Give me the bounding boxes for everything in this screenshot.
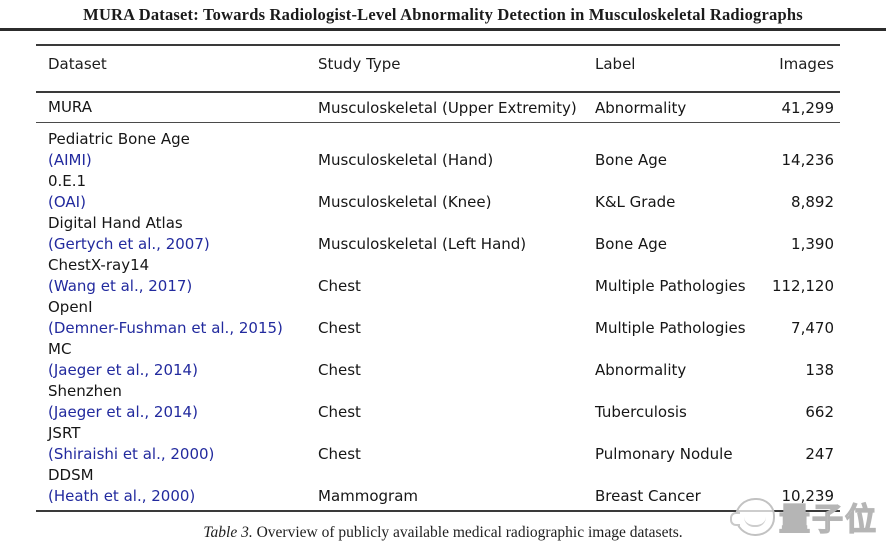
images-count-cell: 7,470 (791, 319, 834, 337)
dataset-cell: OpenI (Demner-Fushman et al., 2015) (48, 297, 318, 339)
study-type-cell: Musculoskeletal (Left Hand) (318, 235, 527, 253)
dataset-citation-link[interactable]: (Jaeger et al., 2014) (48, 403, 198, 421)
column-header-study-type: Study Type (318, 55, 401, 73)
dataset-cell: Digital Hand Atlas (Gertych et al., 2007… (48, 213, 318, 255)
dataset-name: MURA (48, 98, 92, 116)
label-cell: Multiple Pathologies (595, 319, 746, 337)
label-cell: Abnormality (595, 361, 687, 379)
dataset-cell: MC (Jaeger et al., 2014) (48, 339, 318, 381)
label-cell: Tuberculosis (595, 403, 687, 421)
study-type-cell: Musculoskeletal (Upper Extremity) (318, 98, 577, 117)
dataset-cell: ChestX-ray14 (Wang et al., 2017) (48, 255, 318, 297)
images-count-cell: 14,236 (781, 151, 835, 169)
table-row-ddsm: DDSM (Heath et al., 2000) Mammogram Brea… (36, 465, 840, 507)
dataset-name: ChestX-ray14 (48, 256, 150, 274)
images-count-cell: 662 (805, 403, 834, 421)
dataset-name: MC (48, 340, 72, 358)
label-cell: Pulmonary Nodule (595, 445, 733, 463)
dataset-name: 0.E.1 (48, 172, 87, 190)
study-type-cell: Musculoskeletal (Knee) (318, 193, 492, 211)
images-count-cell: 247 (805, 445, 834, 463)
dataset-name: Pediatric Bone Age (48, 130, 190, 148)
study-type-cell: Mammogram (318, 487, 419, 505)
table-row-oe1: 0.E.1 (OAI) Musculoskeletal (Knee) K&L G… (36, 171, 840, 213)
table-row-digital-hand-atlas: Digital Hand Atlas (Gertych et al., 2007… (36, 213, 840, 255)
table-row-shenzhen: Shenzhen (Jaeger et al., 2014) Chest Tub… (36, 381, 840, 423)
table-row-openi: OpenI (Demner-Fushman et al., 2015) Ches… (36, 297, 840, 339)
table-body: Pediatric Bone Age (AIMI) Musculoskeleta… (36, 123, 840, 512)
label-cell: Bone Age (595, 235, 667, 253)
dataset-name: DDSM (48, 466, 94, 484)
running-head-rule (0, 28, 886, 31)
column-header-label: Label (595, 55, 636, 73)
dataset-cell: MURA (48, 97, 318, 118)
label-cell: Multiple Pathologies (595, 277, 746, 295)
table-caption-label: Table 3. (203, 524, 253, 541)
table-row-pediatric-bone-age: Pediatric Bone Age (AIMI) Musculoskeleta… (36, 129, 840, 171)
table-row-mura: MURA Musculoskeletal (Upper Extremity) A… (36, 93, 840, 123)
table-row-chestx-ray14: ChestX-ray14 (Wang et al., 2017) Chest M… (36, 255, 840, 297)
qbitai-mascot-icon (730, 497, 775, 536)
images-count-cell: 138 (805, 361, 834, 379)
label-cell: K&L Grade (595, 193, 676, 211)
dataset-citation-link[interactable]: (Jaeger et al., 2014) (48, 361, 198, 379)
dataset-cell: JSRT (Shiraishi et al., 2000) (48, 423, 318, 465)
table-caption-text: Overview of publicly available medical r… (256, 524, 683, 541)
qbitai-watermark-text: 量子位 (778, 501, 878, 538)
dataset-cell: 0.E.1 (OAI) (48, 171, 318, 213)
images-count-cell: 112,120 (771, 277, 834, 295)
dataset-cell: DDSM (Heath et al., 2000) (48, 465, 318, 507)
study-type-cell: Chest (318, 445, 361, 463)
table-row-mc: MC (Jaeger et al., 2014) Chest Abnormali… (36, 339, 840, 381)
dataset-citation-link[interactable]: (OAI) (48, 193, 86, 211)
table-header-row: Dataset Study Type Label Images (36, 44, 840, 93)
label-cell: Abnormality (595, 98, 687, 117)
dataset-name: OpenI (48, 298, 93, 316)
dataset-name: Digital Hand Atlas (48, 214, 183, 232)
dataset-name: JSRT (48, 424, 81, 442)
dataset-citation-link[interactable]: (AIMI) (48, 151, 92, 169)
study-type-cell: Musculoskeletal (Hand) (318, 151, 494, 169)
datasets-table: Dataset Study Type Label Images MURA Mus… (36, 44, 840, 512)
images-count-cell: 10,239 (781, 487, 835, 505)
dataset-citation-link[interactable]: (Heath et al., 2000) (48, 487, 196, 505)
dataset-citation-link[interactable]: (Gertych et al., 2007) (48, 235, 210, 253)
dataset-name: Shenzhen (48, 382, 122, 400)
paper-running-head: MURA Dataset: Towards Radiologist-Level … (83, 5, 803, 24)
study-type-cell: Chest (318, 319, 361, 337)
images-count-cell: 8,892 (791, 193, 834, 211)
dataset-citation-link[interactable]: (Wang et al., 2017) (48, 277, 193, 295)
column-header-dataset: Dataset (48, 55, 107, 73)
images-count-cell: 41,299 (781, 98, 835, 117)
table-caption: Table 3. Overview of publicly available … (0, 524, 886, 542)
label-cell: Breast Cancer (595, 487, 701, 505)
dataset-cell: Pediatric Bone Age (AIMI) (48, 129, 318, 171)
dataset-citation-link[interactable]: (Demner-Fushman et al., 2015) (48, 319, 283, 337)
table-row-jsrt: JSRT (Shiraishi et al., 2000) Chest Pulm… (36, 423, 840, 465)
study-type-cell: Chest (318, 361, 361, 379)
qbitai-watermark: 量子位 (730, 494, 878, 539)
column-header-images: Images (779, 55, 834, 73)
images-count-cell: 1,390 (791, 235, 834, 253)
dataset-cell: Shenzhen (Jaeger et al., 2014) (48, 381, 318, 423)
label-cell: Bone Age (595, 151, 667, 169)
study-type-cell: Chest (318, 403, 361, 421)
dataset-citation-link[interactable]: (Shiraishi et al., 2000) (48, 445, 215, 463)
study-type-cell: Chest (318, 277, 361, 295)
